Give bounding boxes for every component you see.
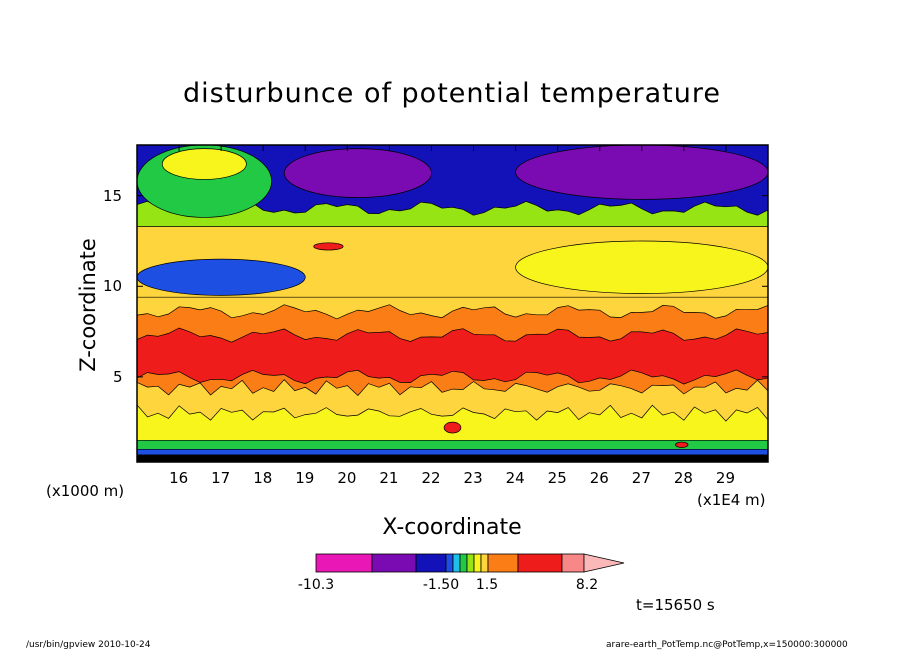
y-tick-label: 5 [113,367,123,386]
x-tick-label: 18 [253,469,273,487]
x-tick-label: 17 [211,469,231,487]
x-tick-label: 16 [169,469,189,487]
feature-6 [313,242,344,251]
colorbar-cell-10 [517,553,563,573]
colorbar-cell-3 [445,553,454,573]
feature-5 [515,240,768,294]
x-tick-label: 27 [631,469,651,487]
y-axis-label: Z-coordinate [76,238,100,372]
x-tick-label: 28 [673,469,693,487]
colorbar-cell-1 [371,553,417,573]
colorbar-cell-2 [415,553,447,573]
colorbar-cell-6 [466,553,475,573]
colorbar-cell-5 [459,553,468,573]
x-axis-unit: (x1E4 m) [697,491,766,509]
x-tick-label: 24 [505,469,525,487]
colorbar-label: -10.3 [297,577,335,593]
x-tick-label: 21 [379,469,399,487]
y-tick-label: 10 [103,277,123,296]
x-tick-label: 26 [589,469,609,487]
feature-7 [675,441,689,448]
x-tick-label: 29 [715,469,736,487]
colorbar-label: 1.5 [475,577,499,593]
colorbar-cell-11 [561,553,585,573]
x-axis-label: X-coordinate [382,515,522,540]
feature-3 [515,145,768,200]
feature-2 [283,148,432,198]
x-tick-label: 25 [547,469,567,487]
colorbar-cell-0 [315,553,373,573]
colorbar-arrow [583,553,625,573]
time-label: t=15650 s [636,596,715,614]
x-tick-label: 19 [295,469,315,487]
x-tick-label: 20 [337,469,357,487]
colorbar-cell-9 [487,553,519,573]
x-tick-label: 23 [463,469,483,487]
band-11 [137,454,768,462]
feature-1 [161,148,247,180]
axis-ticks [137,145,768,462]
feature-4 [137,258,306,296]
chart-title: disturbunce of potential temperature [183,78,721,109]
colorbar-label: 8.2 [575,577,599,593]
y-axis-unit: (x1000 m) [46,482,125,500]
footer-left: /usr/bin/gpview 2010-10-24 [26,640,151,650]
colorbar-label: -1.50 [422,577,460,593]
y-tick-label: 15 [103,186,123,205]
x-tick-label: 22 [421,469,441,487]
feature-8 [443,421,462,434]
contour-field [137,145,768,462]
colorbar-cell-8 [480,553,489,573]
footer-right: arare-earth_PotTemp.nc@PotTemp,x=150000:… [606,640,848,650]
colorbar [315,553,625,573]
colorbar-cell-4 [452,553,461,573]
colorbar-cell-7 [473,553,482,573]
